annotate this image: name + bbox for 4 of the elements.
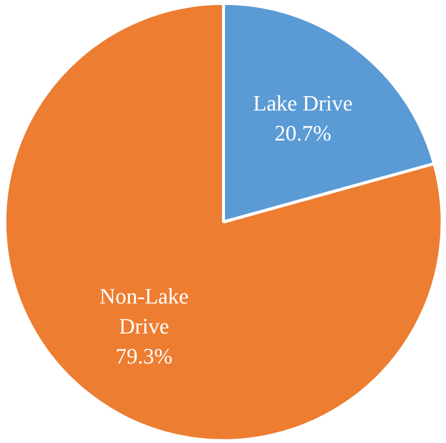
slice-label: Non-Lake Drive (99, 284, 189, 339)
data-label: 79.3% (116, 344, 172, 369)
slice-label: Lake Drive (253, 90, 353, 116)
data-label: 20.7% (274, 120, 332, 146)
